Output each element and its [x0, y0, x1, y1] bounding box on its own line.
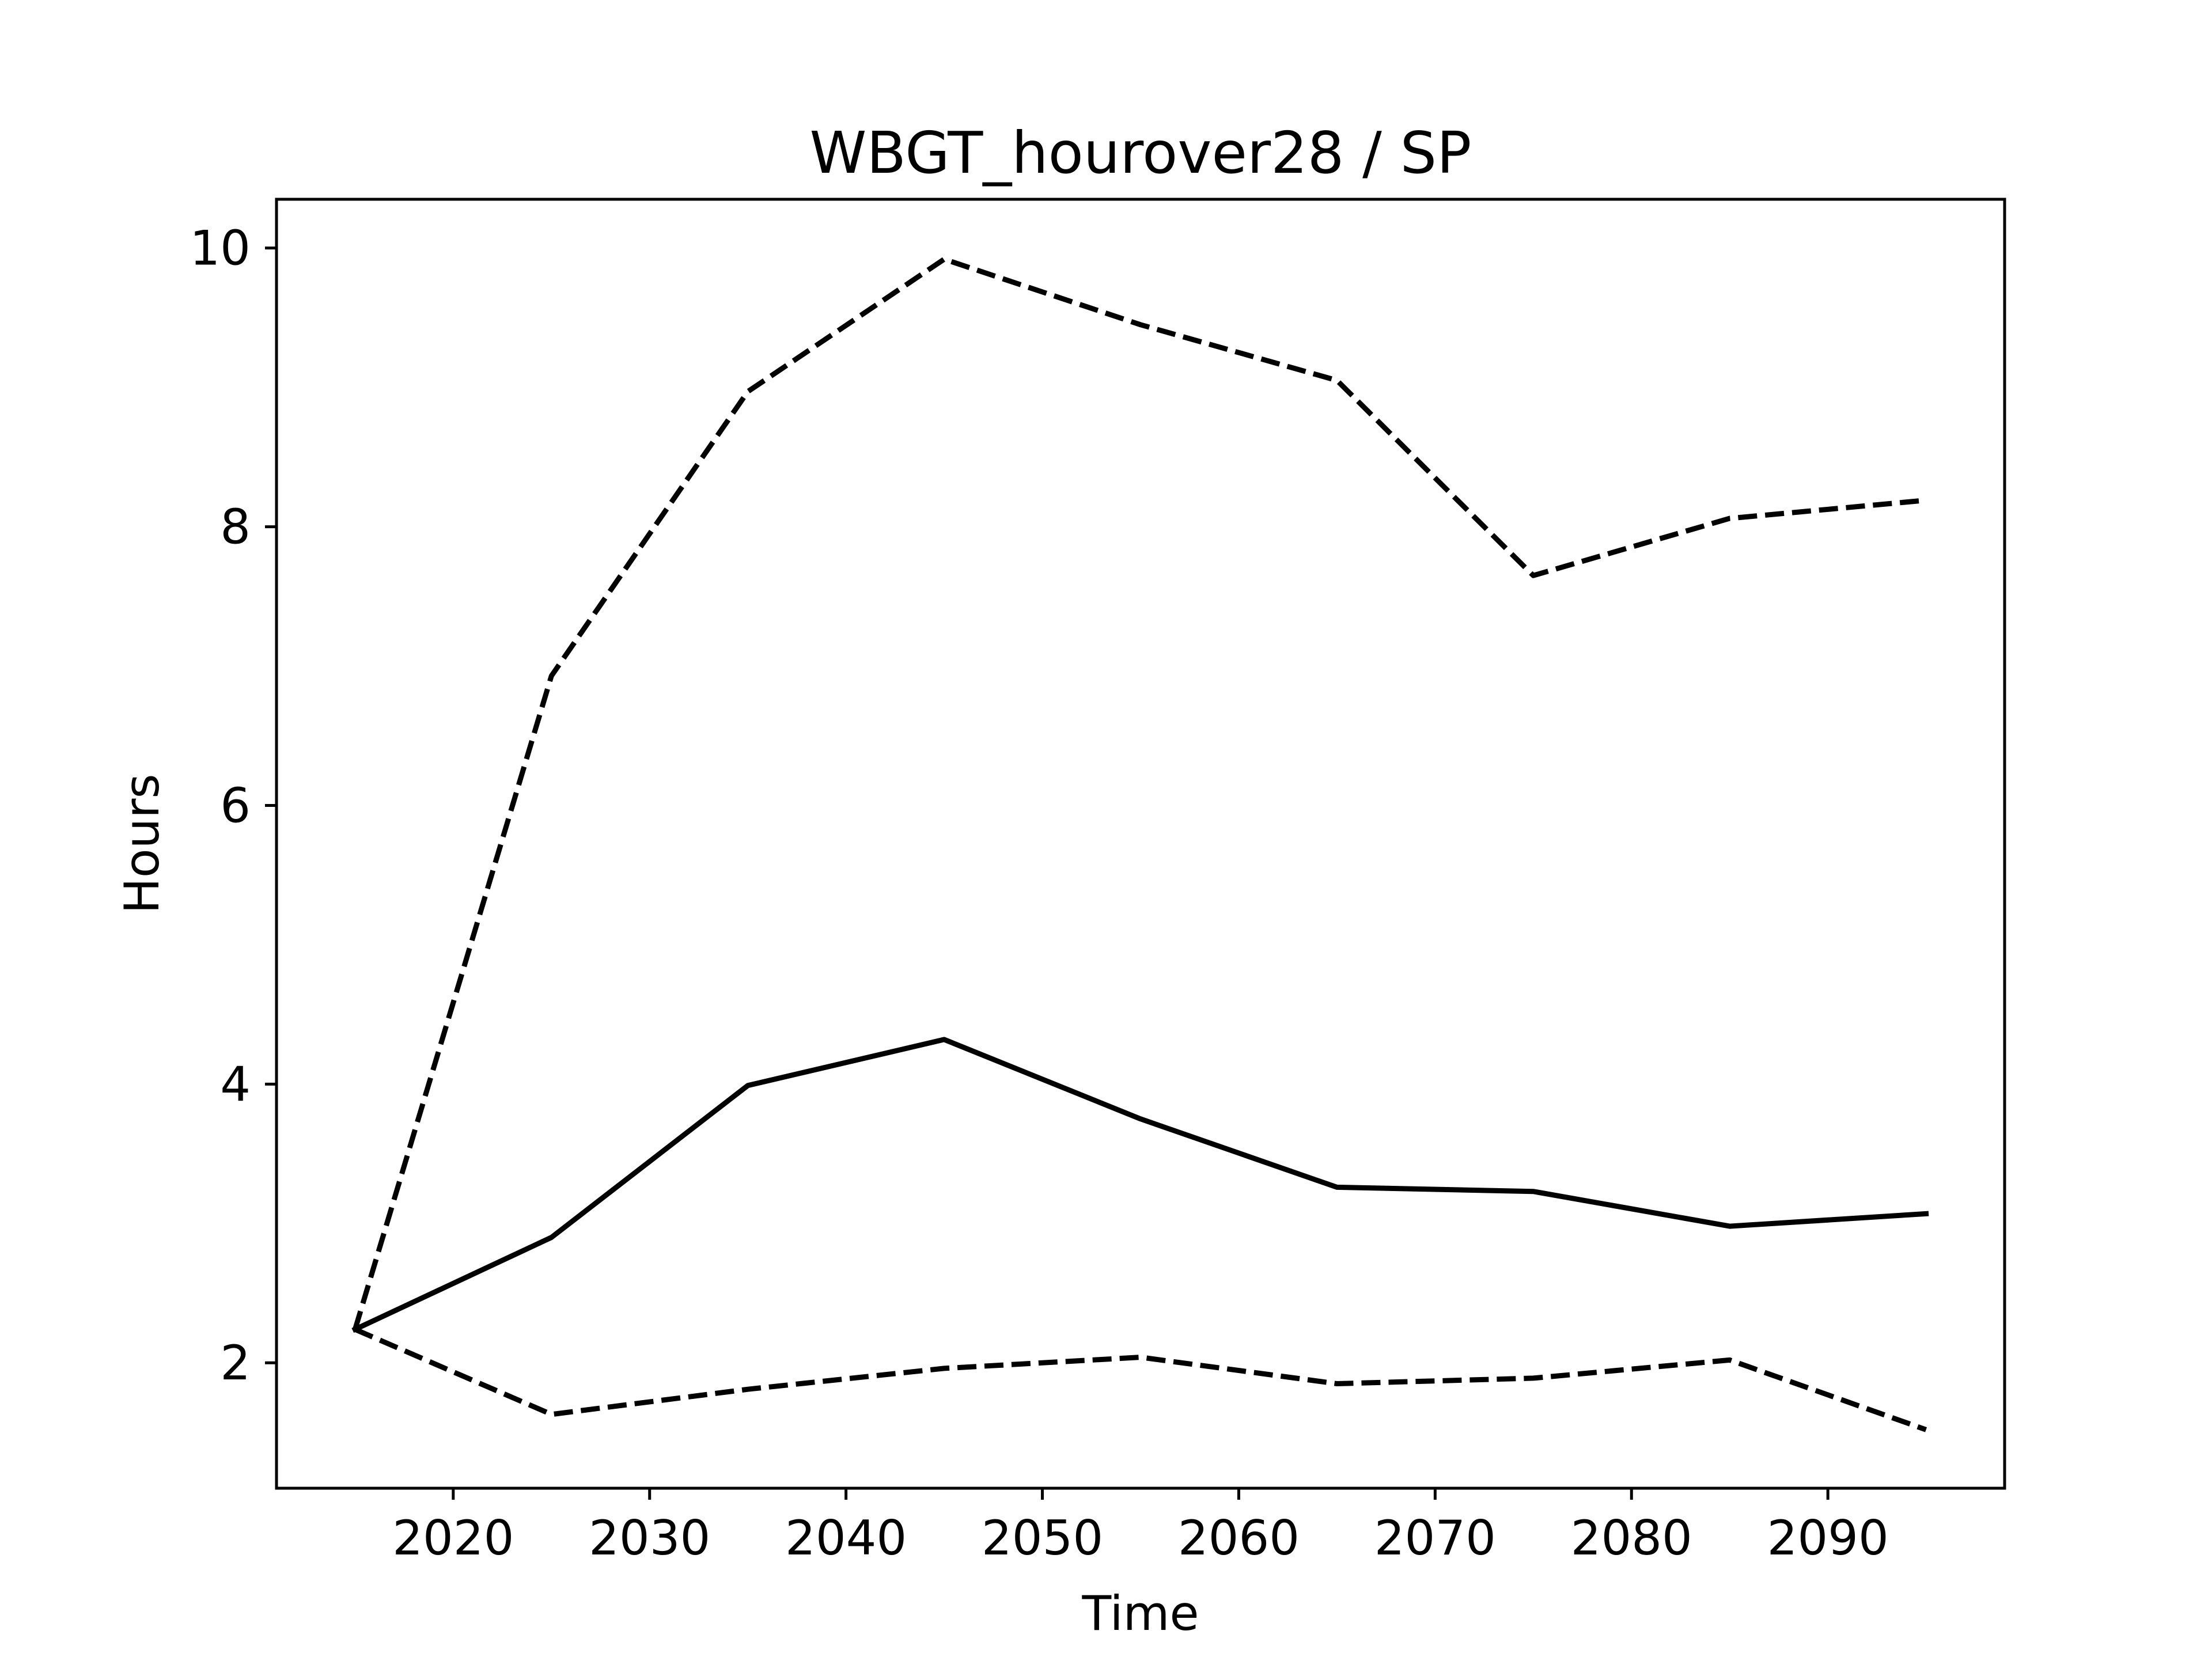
series-line-2-dashed: [353, 256, 1927, 1330]
x-tick-label: 2050: [982, 1510, 1103, 1566]
x-axis-label: Time: [1081, 1586, 1199, 1641]
series-line-1-solid: [351, 1037, 1929, 1333]
x-tick-label: 2020: [392, 1510, 514, 1566]
axes-frame: [275, 198, 2006, 1490]
y-tick-label: 4: [220, 1056, 251, 1112]
x-tick-label: 2040: [785, 1510, 907, 1566]
series-layer: [351, 256, 1929, 1432]
series-line-3-dashed: [354, 1327, 1927, 1432]
x-tick-label: 2080: [1571, 1510, 1692, 1566]
y-axis-ticks: 2 4 6 8 10: [190, 221, 276, 1391]
x-tick-label: 2030: [589, 1510, 710, 1566]
x-tick-label: 2070: [1374, 1510, 1496, 1566]
y-axis-label: Hours: [114, 773, 170, 913]
chart-title: WBGT_hourover28 / SP: [810, 119, 1472, 187]
x-tick-label: 2090: [1767, 1510, 1889, 1566]
y-tick-label: 10: [190, 221, 251, 276]
x-axis-ticks: 2020 2030 2040 2050 2060 2070 2080 2090: [392, 1488, 1889, 1566]
y-tick-label: 8: [220, 499, 251, 555]
y-tick-label: 2: [220, 1335, 251, 1391]
x-tick-label: 2060: [1178, 1510, 1300, 1566]
y-tick-label: 6: [220, 778, 251, 833]
